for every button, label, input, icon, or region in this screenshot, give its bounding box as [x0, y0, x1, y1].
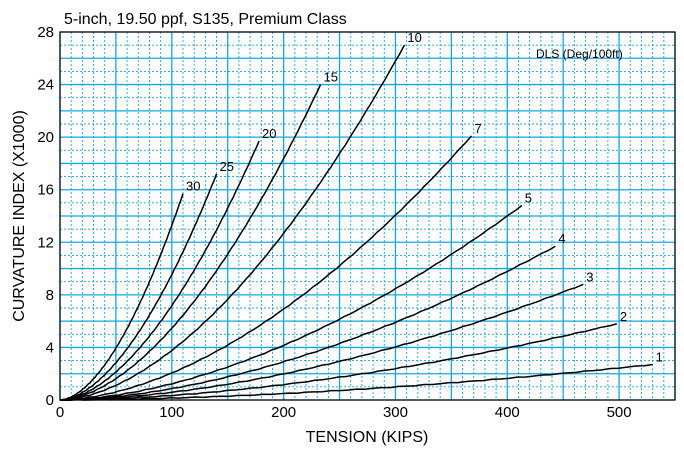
dls-curve-1	[59, 363, 653, 401]
y-tick-label: 24	[37, 77, 54, 94]
dls-curve-3	[59, 283, 584, 401]
x-tick-label: 300	[383, 404, 408, 421]
curve-label-30: 30	[186, 179, 200, 194]
grid	[59, 31, 676, 401]
dls-curve-15	[59, 84, 322, 401]
dls-curve-10	[59, 44, 406, 401]
plot-border	[59, 31, 676, 401]
curve-label-15: 15	[324, 70, 338, 85]
x-tick-label: 0	[56, 404, 64, 421]
dls-curve-30	[59, 193, 184, 401]
dls-curve-5	[59, 204, 523, 401]
curve-label-4: 4	[558, 231, 565, 246]
y-axis-title: CURVATURE INDEX (X1000)	[11, 110, 28, 322]
x-tick-label: 400	[495, 404, 520, 421]
y-tick-label: 28	[37, 24, 54, 41]
x-tick-label: 500	[607, 404, 632, 421]
curve-labels: 1 2 3 4 5 7 10 15 20 25 30	[186, 30, 663, 364]
curve-label-10: 10	[407, 30, 421, 45]
y-axis: 0 4 8 12 16 20 24 28	[37, 24, 54, 409]
y-tick-label: 16	[37, 182, 54, 199]
x-axis: 0 100 200 300 400 500	[56, 404, 632, 421]
dls-curve-20	[59, 140, 260, 401]
y-tick-label: 20	[37, 129, 54, 146]
dls-curve-4	[59, 245, 556, 401]
x-tick-label: 200	[271, 404, 296, 421]
legend-title: DLS (Deg/100ft)	[536, 47, 623, 61]
dls-curves	[59, 44, 653, 401]
curve-label-1: 1	[656, 350, 663, 365]
dls-curve-25	[59, 173, 218, 401]
curve-label-20: 20	[262, 126, 276, 141]
y-tick-label: 8	[46, 287, 54, 304]
dls-curve-7	[59, 135, 473, 401]
curve-label-3: 3	[586, 269, 593, 284]
curve-label-2: 2	[620, 309, 627, 324]
curve-label-7: 7	[474, 121, 481, 136]
y-tick-label: 12	[37, 234, 54, 251]
dls-curve-2	[59, 323, 618, 401]
x-axis-title: TENSION (KIPS)	[306, 429, 429, 446]
curve-label-25: 25	[220, 159, 234, 174]
x-tick-label: 100	[159, 404, 184, 421]
y-tick-label: 4	[46, 339, 54, 356]
chart-title: 5-inch, 19.50 ppf, S135, Premium Class	[64, 11, 347, 28]
y-tick-label: 0	[46, 392, 54, 409]
curve-label-5: 5	[525, 190, 532, 205]
